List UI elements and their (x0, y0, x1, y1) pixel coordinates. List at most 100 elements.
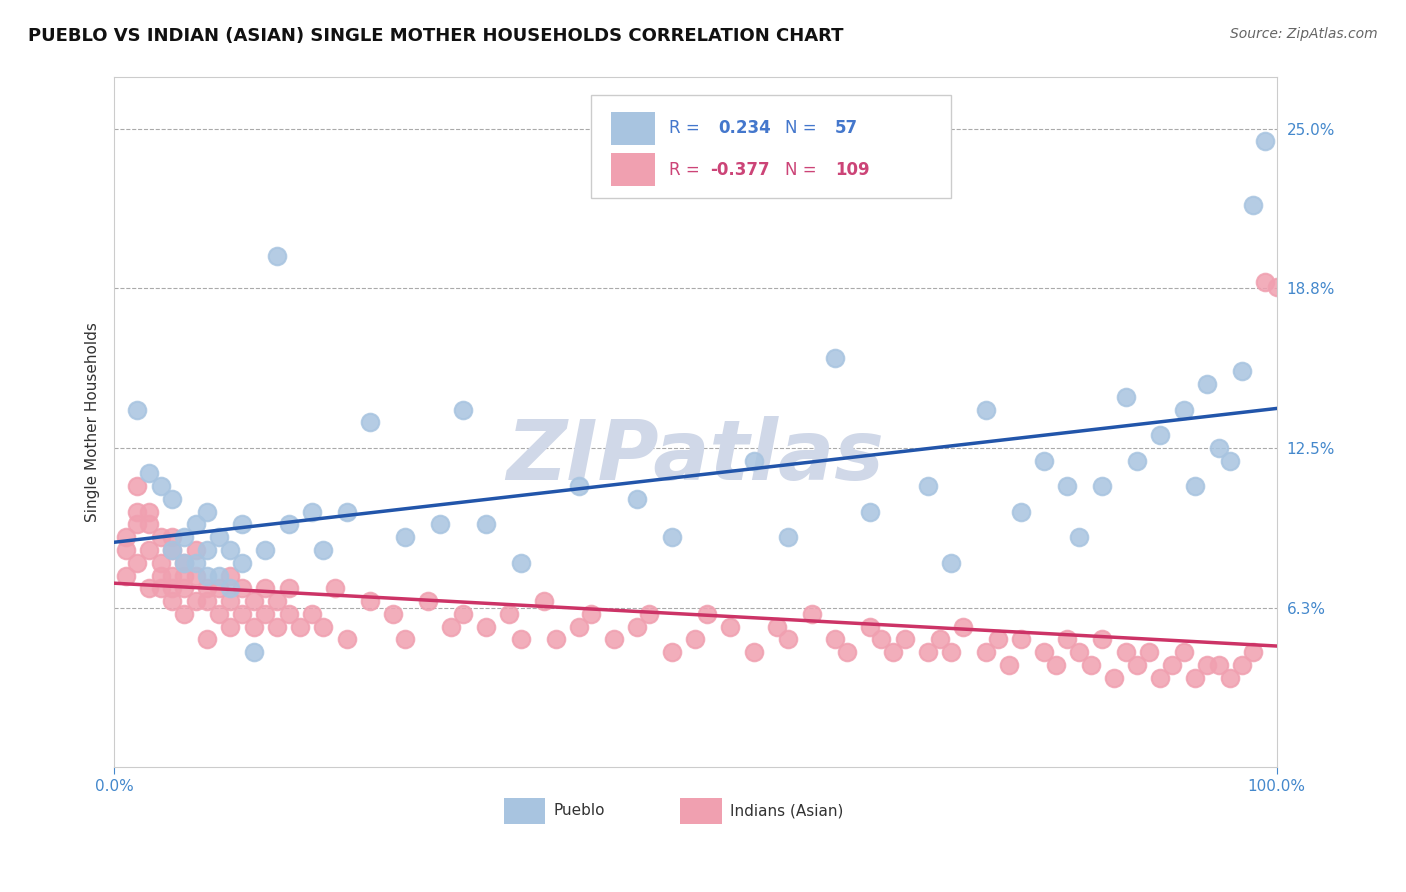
Point (359, 415, 381, 429)
Bar (610, 153, 655, 186)
Point (184, 517, 207, 532)
Point (579, 607, 602, 621)
Point (638, 607, 661, 621)
Point (941, 645, 963, 659)
Point (451, 607, 474, 621)
Point (219, 620, 242, 634)
Point (778, 530, 800, 544)
Point (1184, 479, 1206, 493)
Point (149, 530, 172, 544)
Point (138, 505, 160, 519)
Point (440, 620, 463, 634)
Point (1056, 479, 1078, 493)
Point (742, 453, 765, 467)
Text: R =: R = (669, 120, 699, 137)
Point (1067, 530, 1090, 544)
Point (510, 632, 533, 647)
Point (1184, 671, 1206, 685)
Point (127, 556, 149, 570)
Text: N =: N = (785, 161, 817, 179)
Point (231, 582, 253, 596)
Point (162, 543, 184, 558)
Text: PUEBLO VS INDIAN (ASIAN) SINGLE MOTHER HOUSEHOLDS CORRELATION CHART: PUEBLO VS INDIAN (ASIAN) SINGLE MOTHER H… (28, 27, 844, 45)
Point (870, 632, 893, 647)
Bar (610, 112, 655, 145)
Point (138, 467, 160, 481)
Point (1045, 657, 1067, 672)
Point (742, 645, 765, 659)
Point (917, 645, 939, 659)
Point (162, 530, 184, 544)
Point (941, 556, 963, 570)
Point (312, 543, 335, 558)
Point (394, 530, 416, 544)
Point (1115, 645, 1137, 659)
Point (208, 568, 231, 582)
Point (544, 632, 567, 647)
Point (173, 607, 195, 621)
Point (1254, 275, 1277, 289)
Point (219, 594, 242, 608)
Point (696, 607, 718, 621)
Point (429, 517, 451, 532)
Point (127, 402, 149, 417)
Point (859, 620, 882, 634)
Point (359, 594, 381, 608)
Point (1241, 198, 1264, 212)
Text: 109: 109 (835, 161, 869, 179)
Point (1254, 134, 1277, 148)
Point (685, 632, 707, 647)
Point (778, 632, 800, 647)
Point (800, 607, 823, 621)
Point (510, 556, 533, 570)
Point (162, 594, 184, 608)
Point (138, 582, 160, 596)
Point (184, 594, 207, 608)
Point (1173, 645, 1195, 659)
Point (394, 632, 416, 647)
Point (1195, 376, 1218, 391)
Point (208, 607, 231, 621)
Point (824, 632, 846, 647)
Point (475, 517, 498, 532)
Point (162, 568, 184, 582)
Point (568, 620, 591, 634)
Point (173, 568, 195, 582)
Text: -0.377: -0.377 (710, 161, 770, 179)
Point (114, 543, 136, 558)
Point (952, 620, 974, 634)
Point (254, 543, 277, 558)
Point (162, 491, 184, 506)
Text: N =: N = (785, 120, 817, 137)
Point (195, 543, 218, 558)
Text: ZIPatlas: ZIPatlas (506, 417, 884, 497)
Point (1161, 657, 1184, 672)
Point (149, 479, 172, 493)
Point (208, 582, 231, 596)
Point (1033, 645, 1056, 659)
Point (231, 607, 253, 621)
Point (451, 402, 474, 417)
Point (242, 594, 264, 608)
Point (162, 582, 184, 596)
Point (195, 632, 218, 647)
Point (277, 607, 299, 621)
Point (127, 505, 149, 519)
Text: 57: 57 (835, 120, 858, 137)
Point (1149, 428, 1171, 442)
Point (242, 620, 264, 634)
Point (208, 530, 231, 544)
Point (1010, 632, 1032, 647)
Point (1208, 441, 1230, 455)
Point (219, 582, 242, 596)
Point (114, 568, 136, 582)
Point (301, 607, 323, 621)
Text: Source: ZipAtlas.com: Source: ZipAtlas.com (1230, 27, 1378, 41)
Point (195, 505, 218, 519)
Point (231, 556, 253, 570)
Point (336, 505, 359, 519)
Point (893, 632, 915, 647)
Point (277, 582, 299, 596)
Point (184, 543, 207, 558)
Point (231, 517, 253, 532)
